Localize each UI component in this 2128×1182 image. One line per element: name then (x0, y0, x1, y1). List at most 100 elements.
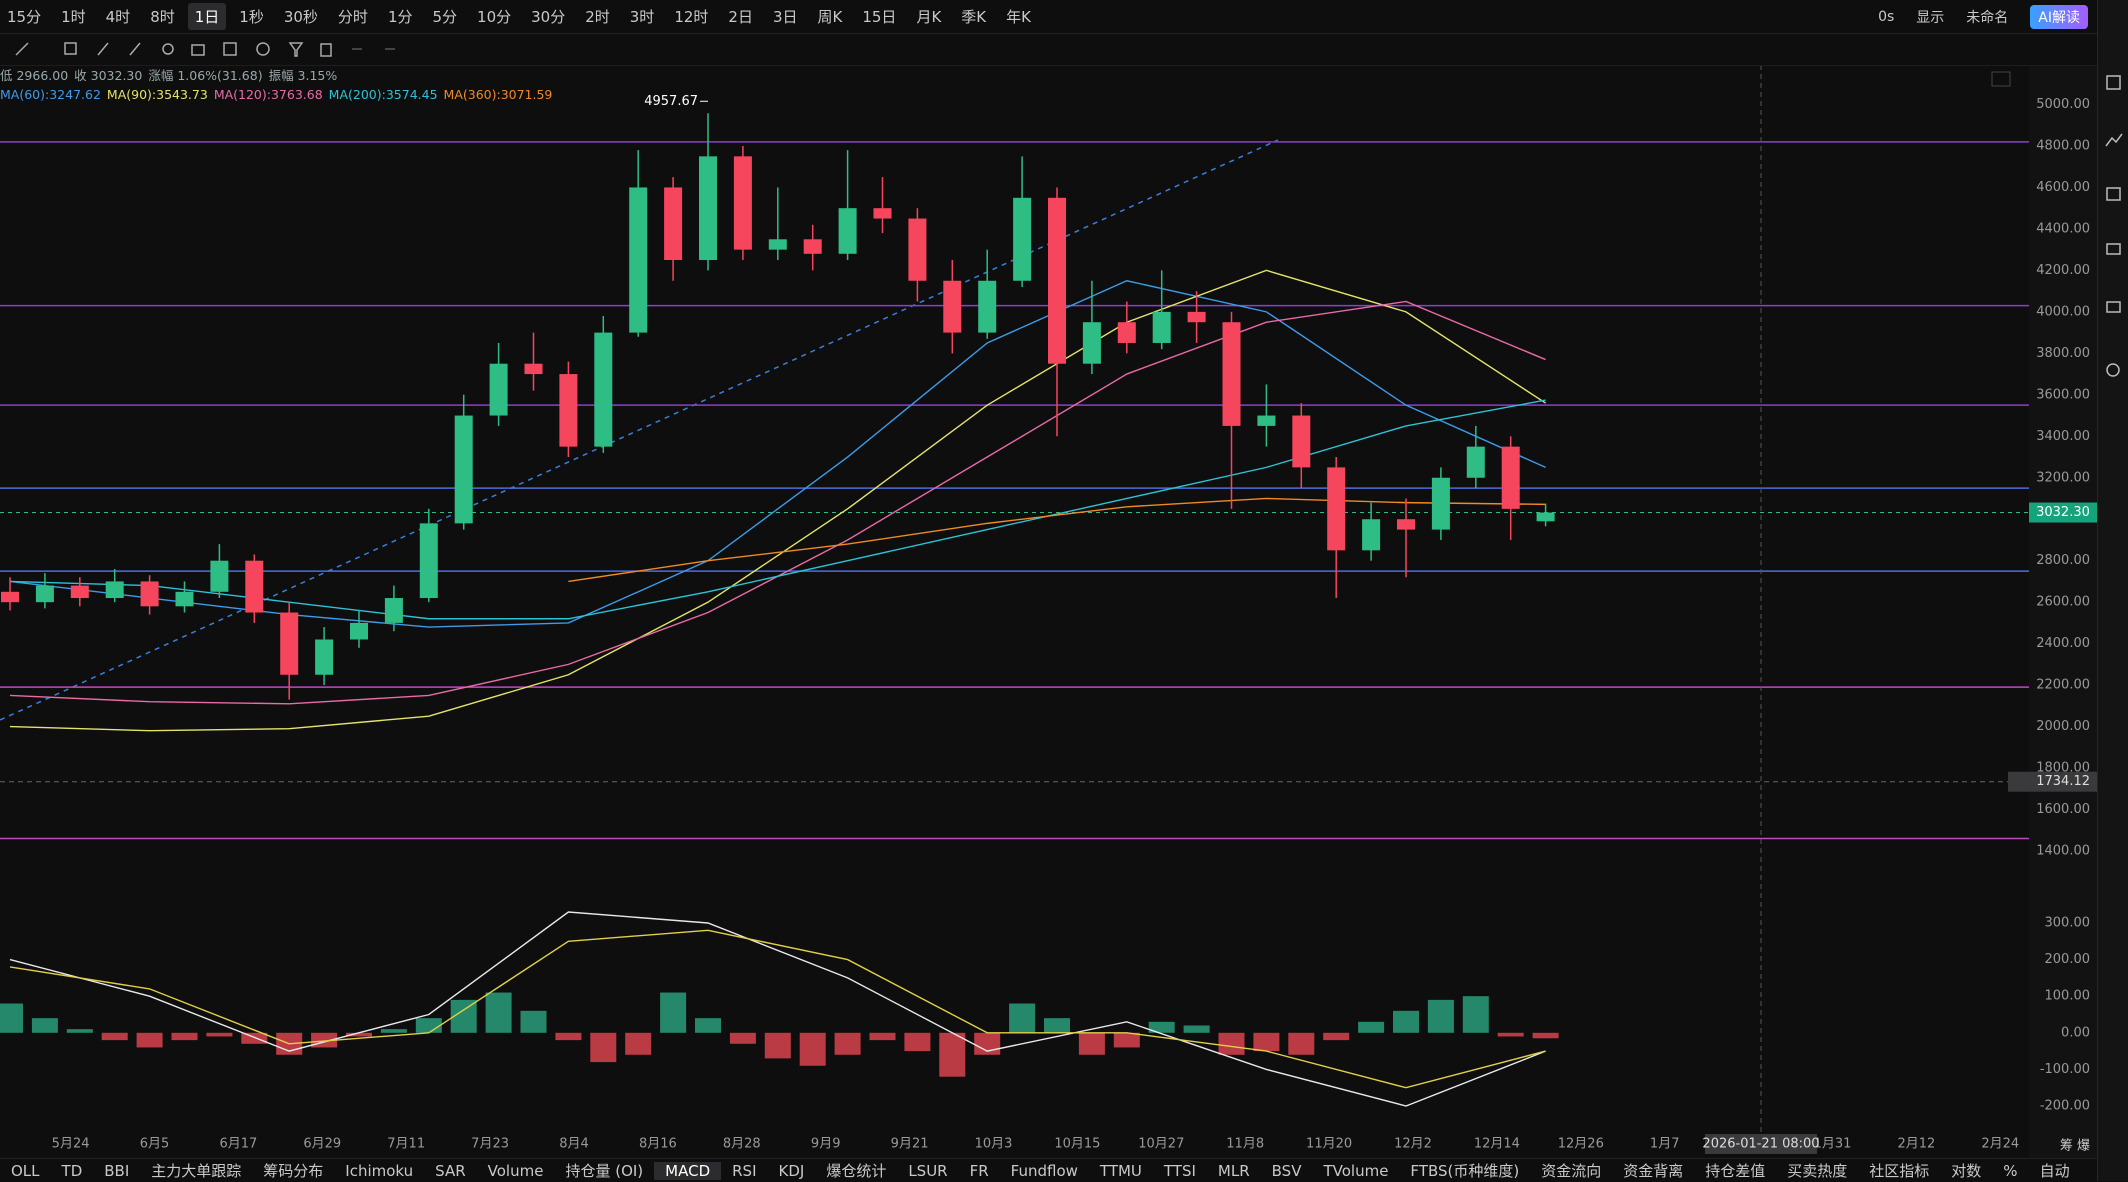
indicator-tab[interactable]: TTSI (1163, 1161, 1196, 1180)
interval-button[interactable]: 1秒 (239, 8, 264, 26)
sidebar-icon[interactable] (2106, 363, 2120, 377)
indicator-tab[interactable]: BSV (1271, 1161, 1302, 1180)
indicator-tab[interactable]: 自动 (2039, 1162, 2070, 1180)
tool-eye[interactable] (223, 42, 237, 56)
macd-bar (1358, 1021, 1385, 1033)
macd-bar (904, 1032, 931, 1052)
sidebar-icon[interactable] (2105, 133, 2123, 147)
interval-button[interactable]: 1时 (61, 8, 86, 26)
indicator-tab[interactable]: 持仓量 (OI) (565, 1162, 644, 1180)
price-tick-label: 2800.00 (2036, 553, 2090, 568)
interval-button[interactable]: 月K (916, 8, 942, 26)
sidebar-icon[interactable] (2106, 301, 2121, 313)
indicator-tab[interactable]: TVolume (1323, 1161, 1389, 1180)
indicator-tab[interactable]: 筹码分布 (263, 1162, 324, 1180)
tool-delete[interactable] (320, 43, 332, 57)
date-label: 12月14 (1474, 1137, 1520, 1152)
top-tool[interactable]: 未命名 (1966, 9, 2009, 26)
indicator-tab[interactable]: 持仓差值 (1705, 1162, 1766, 1180)
interval-button[interactable]: 年K (1006, 8, 1031, 26)
indicator-tabs: OLL TD BBI 主力大单跟踪 筹码分布 Ichimoku SAR Volume 持仓量 (… (0, 1158, 2097, 1182)
tool-filter[interactable] (288, 42, 304, 57)
indicator-tab[interactable]: BBI (104, 1161, 130, 1180)
interval-button[interactable]: 季K (961, 8, 987, 26)
indicator-tab[interactable]: 主力大单跟踪 (151, 1162, 242, 1180)
tool-lock[interactable] (191, 44, 205, 56)
macd-bar (346, 1032, 372, 1037)
top-tool[interactable]: 显示 (1916, 9, 1945, 26)
candle-body (524, 363, 543, 375)
candle-body (873, 208, 892, 219)
indicator-tab[interactable]: Fundflow (1010, 1161, 1078, 1180)
ma-item: MA(60):3247.62 (0, 87, 101, 102)
indicator-tab[interactable]: Ichimoku (345, 1161, 414, 1180)
interval-button[interactable]: 2时 (585, 8, 610, 26)
macd-tick-label: 300.00 (2045, 916, 2091, 931)
ma-line (9, 399, 1546, 620)
interval-button[interactable]: 2日 (728, 8, 753, 26)
interval-button[interactable]: 1分 (387, 8, 413, 26)
interval-button[interactable]: 15分 (7, 8, 42, 26)
ohlc-legend: 低 2966.00 收 3032.30 涨幅 1.06%(31.68) 振幅 3.15… (0, 66, 558, 85)
interval-button[interactable]: 30分 (531, 8, 566, 26)
indicator-tab[interactable]: 对数 (1951, 1162, 1982, 1180)
interval-button[interactable]: 5分 (432, 8, 458, 26)
interval-button[interactable]: 1日 (187, 3, 227, 30)
price-tick-label: 4400.00 (2036, 221, 2090, 236)
indicator-tab[interactable]: % (2003, 1161, 2018, 1180)
indicator-tab[interactable]: 社区指标 (1869, 1162, 1930, 1180)
interval-button[interactable]: 3日 (772, 8, 798, 26)
sidebar-icon[interactable] (2106, 243, 2121, 255)
indicator-tab[interactable]: FR (969, 1161, 989, 1180)
candle-body (803, 239, 822, 254)
tool-line[interactable] (15, 42, 29, 56)
indicator-tab[interactable]: 资金背离 (1623, 1162, 1684, 1180)
interval-button[interactable]: 30秒 (283, 8, 318, 26)
indicator-tab[interactable]: TTMU (1099, 1161, 1142, 1180)
interval-bar: 15分 1时 4时 8时 1日 1秒 30秒 分时 1分 5分 10分 30分 2时 3时 12时 2日 3日 周… (0, 0, 2097, 34)
candle-body (70, 585, 89, 599)
interval-button[interactable]: 8时 (150, 8, 175, 26)
indicator-tab[interactable]: TD (61, 1161, 83, 1180)
tool-brush[interactable] (129, 42, 141, 56)
indicator-tab[interactable]: 资金流向 (1541, 1162, 1602, 1180)
interval-button[interactable]: 15日 (862, 8, 897, 26)
interval-button[interactable]: 3时 (629, 8, 655, 26)
top-tool[interactable]: 0s (1878, 8, 1895, 25)
candle-body (594, 332, 613, 447)
candle-body (1431, 477, 1450, 530)
indicator-tab[interactable]: 爆仓统计 (826, 1162, 887, 1180)
indicator-tab[interactable]: MLR (1217, 1161, 1250, 1180)
indicator-tab[interactable]: FTBS(币种维度) (1410, 1162, 1520, 1180)
indicator-tab[interactable]: MACD (654, 1161, 722, 1180)
date-label: 1月7 (1650, 1137, 1680, 1152)
macd-bar (799, 1032, 826, 1066)
interval-button[interactable]: 4时 (105, 8, 131, 26)
interval-button[interactable]: 10分 (477, 8, 512, 26)
sidebar-icon[interactable] (2106, 187, 2121, 201)
tool-magnet[interactable] (256, 42, 270, 56)
date-label: 7月23 (471, 1137, 509, 1152)
macd-bar (834, 1032, 861, 1055)
interval-button[interactable]: 分时 (337, 8, 368, 26)
indicator-tab[interactable]: SAR (435, 1161, 466, 1180)
interval-button[interactable]: 周K (817, 8, 843, 26)
indicator-tab[interactable]: RSI (732, 1161, 757, 1180)
tool-pattern[interactable] (162, 43, 174, 55)
tool-shape[interactable] (64, 42, 77, 55)
indicator-tab[interactable]: Volume (487, 1161, 544, 1180)
indicator-tab[interactable]: LSUR (908, 1161, 948, 1180)
candle-body (419, 523, 438, 599)
candle-body (35, 585, 54, 603)
tool-pen[interactable] (97, 42, 109, 56)
macd-bar (1148, 1021, 1175, 1033)
top-tool[interactable]: AI解读 (2030, 4, 2088, 29)
date-label: 6月29 (303, 1137, 341, 1152)
indicator-tab[interactable]: 买卖热度 (1787, 1162, 1848, 1180)
indicator-tab[interactable]: KDJ (778, 1161, 805, 1180)
expand-icon (1991, 71, 2011, 87)
indicator-tab[interactable]: OLL (11, 1161, 40, 1180)
macd-bar (660, 992, 687, 1033)
sidebar-icon[interactable] (2106, 75, 2121, 90)
interval-button[interactable]: 12时 (674, 8, 709, 26)
